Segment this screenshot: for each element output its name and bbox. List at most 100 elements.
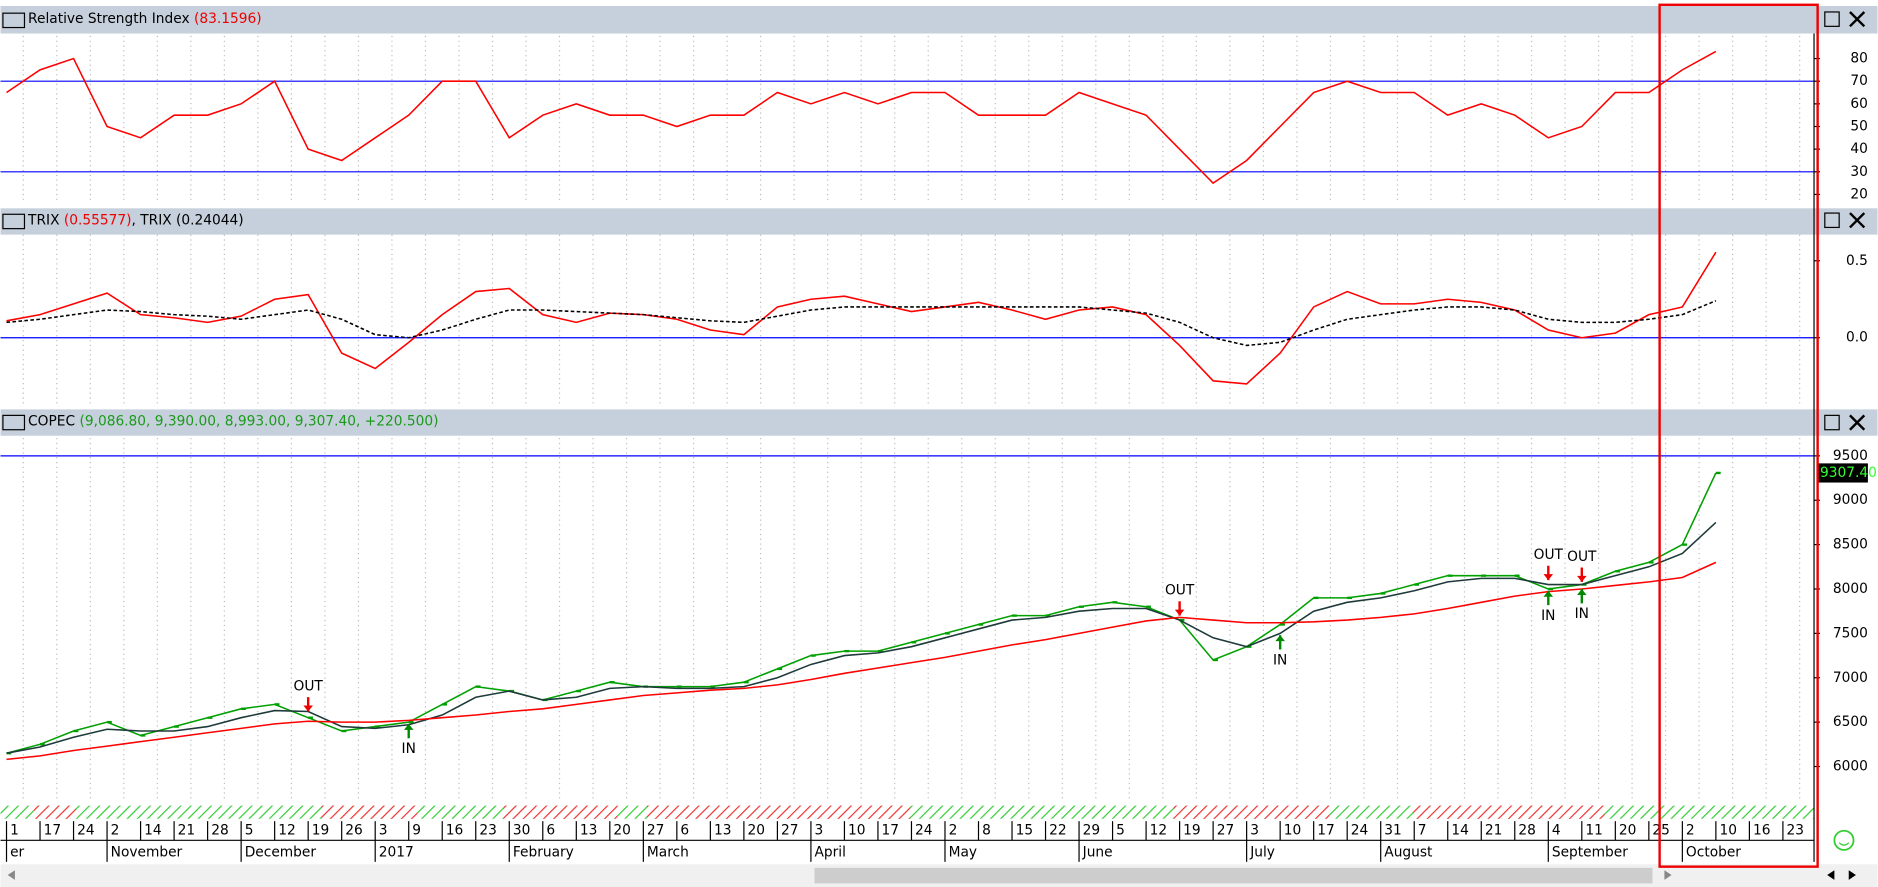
last-price-tag	[1817, 463, 1868, 483]
maximize-button[interactable]	[1824, 414, 1840, 431]
x-tick-label: 17	[44, 823, 62, 839]
x-tick-label: 20	[747, 823, 765, 839]
y-tick-label: 8000	[1833, 581, 1868, 597]
x-tick-label: 7	[1418, 823, 1427, 839]
ohlc-open: 9,086.80	[85, 413, 146, 429]
x-tick-label: 6	[546, 823, 555, 839]
x-tick-label: 24	[1351, 823, 1369, 839]
signal-arrow-head	[1577, 588, 1587, 595]
x-tick-label: 16	[446, 823, 464, 839]
x-tick-label: 5	[245, 823, 254, 839]
signal-arrow-head	[1577, 575, 1587, 582]
x-tick-label: 20	[1619, 823, 1637, 839]
month-label: June	[1082, 844, 1113, 860]
trix-last-value: 0.55577	[69, 212, 126, 228]
x-tick-label: 12	[1150, 823, 1168, 839]
x-tick-label: 12	[278, 823, 296, 839]
x-tick-label: 3	[1250, 823, 1259, 839]
x-tick-label: 3	[379, 823, 388, 839]
pane: 20 30 40 50 60 70 80	[0, 51, 1868, 202]
nav-arrows[interactable]	[1827, 870, 1856, 880]
x-tick-label: 28	[211, 823, 229, 839]
strip-segment	[321, 805, 418, 819]
signal-arrow-head	[403, 723, 414, 730]
x-tick-label: 27	[781, 823, 799, 839]
month-label: August	[1384, 844, 1433, 860]
x-tick-label: 23	[479, 823, 497, 839]
pane-icon[interactable]	[2, 12, 26, 29]
month-label: March	[647, 844, 689, 860]
month-label: April	[815, 844, 846, 860]
signal-label: IN	[1575, 606, 1589, 622]
x-tick-label: 13	[714, 823, 732, 839]
header-bar	[0, 208, 1878, 235]
maximize-button[interactable]	[1824, 11, 1840, 27]
x-tick-label: 4	[1552, 823, 1561, 839]
x-tick-label: 28	[1518, 823, 1536, 839]
pane-icons[interactable]	[2, 11, 1866, 431]
scroll-left[interactable]	[7, 870, 15, 880]
x-tick-label: 19	[1183, 823, 1201, 839]
x-tick-label: 24	[77, 823, 95, 839]
x-tick-label: 27	[1217, 823, 1234, 839]
x-tick-label: 14	[144, 823, 162, 839]
y-tick-label: 6000	[1833, 759, 1868, 775]
month-label: May	[949, 844, 977, 860]
signal-strip-red	[34, 805, 1605, 819]
pane-icon[interactable]	[2, 213, 26, 230]
ohlc-change: +220.500	[365, 413, 433, 429]
series-line	[6, 521, 1717, 754]
pane-icon[interactable]	[2, 414, 26, 431]
copec-title: COPEC	[28, 413, 75, 429]
x-tick-label: 15	[1016, 823, 1033, 839]
signal-arrow-head	[1543, 590, 1554, 597]
close-button[interactable]	[1849, 414, 1866, 431]
y-tick-label: 40	[1850, 141, 1868, 157]
x-tick-label: 11	[1585, 823, 1603, 839]
y-tick-label: 70	[1850, 73, 1868, 89]
month-label: July	[1249, 844, 1275, 860]
signal-arrow-head	[1174, 609, 1185, 616]
y-tick-label: 6500	[1833, 714, 1868, 730]
x-tick-label: 5	[1116, 823, 1125, 839]
x-tick-label: 26	[345, 823, 363, 839]
x-tick-label: 24	[915, 823, 933, 839]
pane-title: COPEC (9,086.80, 9,390.00, 8,993.00, 9,3…	[28, 413, 438, 429]
x-tick-label: 17	[1317, 823, 1335, 839]
month-label: er	[10, 844, 24, 860]
scroll-right[interactable]	[1664, 870, 1672, 880]
x-tick-label: 29	[1083, 823, 1101, 839]
ohlc-close: 9,307.40	[295, 413, 356, 429]
maximize-button[interactable]	[1824, 212, 1840, 229]
month-label: November	[111, 844, 183, 860]
x-tick-label: 16	[1753, 823, 1771, 839]
x-tick-label: 2	[111, 823, 120, 839]
x-tick-label: 3	[815, 823, 824, 839]
trix-last: (0.55577)	[64, 212, 132, 228]
signal-arrow-head	[1543, 574, 1554, 581]
signal-label: OUT	[1567, 549, 1597, 565]
y-tick-label: 7500	[1833, 625, 1868, 641]
y-tick-label: 9000	[1833, 492, 1868, 508]
y-tick-label: 50	[1850, 118, 1868, 134]
close-button[interactable]	[1849, 212, 1866, 229]
strip-segment	[1413, 805, 1605, 819]
ohlc-low: 8,993.00	[225, 413, 286, 429]
x-tick-label: 19	[312, 823, 330, 839]
y-tick-label: 8500	[1833, 537, 1868, 553]
x-tick-label: 17	[882, 823, 900, 839]
x-tick-label: 30	[513, 823, 531, 839]
x-tick-label: 31	[1384, 823, 1402, 839]
y-tick-label: 20	[1850, 186, 1868, 202]
y-tick-label: 7000	[1833, 670, 1868, 686]
x-tick-label: 27	[647, 823, 665, 839]
close-button[interactable]	[1849, 11, 1866, 28]
scroll-thumb[interactable]	[814, 867, 1653, 884]
status-icon-mouth	[1838, 842, 1850, 846]
y-tick-label: 30	[1850, 164, 1868, 180]
rsi-last-value: 83.1596	[199, 11, 256, 27]
x-tick-label: 10	[1284, 823, 1302, 839]
x-tick-label: 21	[178, 823, 196, 839]
